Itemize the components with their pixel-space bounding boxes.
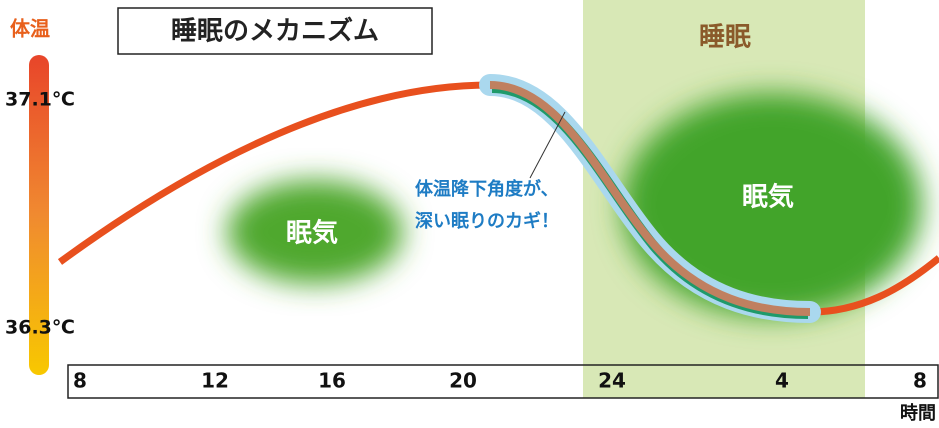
sleep-label: 睡眠 (699, 23, 751, 53)
time-unit: 時間 (900, 403, 936, 424)
title-box (117, 7, 433, 55)
time-label: 16 (318, 369, 346, 393)
sleepiness-label: 眠気 (286, 218, 338, 249)
pointer (529, 111, 566, 179)
curve-highlight (489, 81, 811, 316)
thermometer (29, 55, 49, 375)
sleepiness-label: 眠気 (742, 182, 794, 213)
temp-high: 37.1℃ (5, 89, 75, 111)
sleepiness-blob (227, 180, 403, 284)
annotation: 体温降下角度が、 (415, 178, 559, 200)
time-label: 8 (913, 369, 927, 393)
sleepiness-blob (622, 93, 922, 317)
time-label: 24 (598, 369, 626, 393)
annotation: 深い眠りのカギ！ (415, 210, 559, 232)
temp-label: 体温 (10, 17, 50, 41)
time-axis (67, 364, 939, 399)
time-label: 12 (201, 369, 229, 393)
time-label: 4 (775, 369, 789, 393)
title: 睡眠のメカニズム (171, 16, 379, 47)
temp-low: 36.3℃ (5, 317, 75, 339)
time-label: 20 (449, 369, 477, 393)
time-label: 8 (73, 369, 87, 393)
